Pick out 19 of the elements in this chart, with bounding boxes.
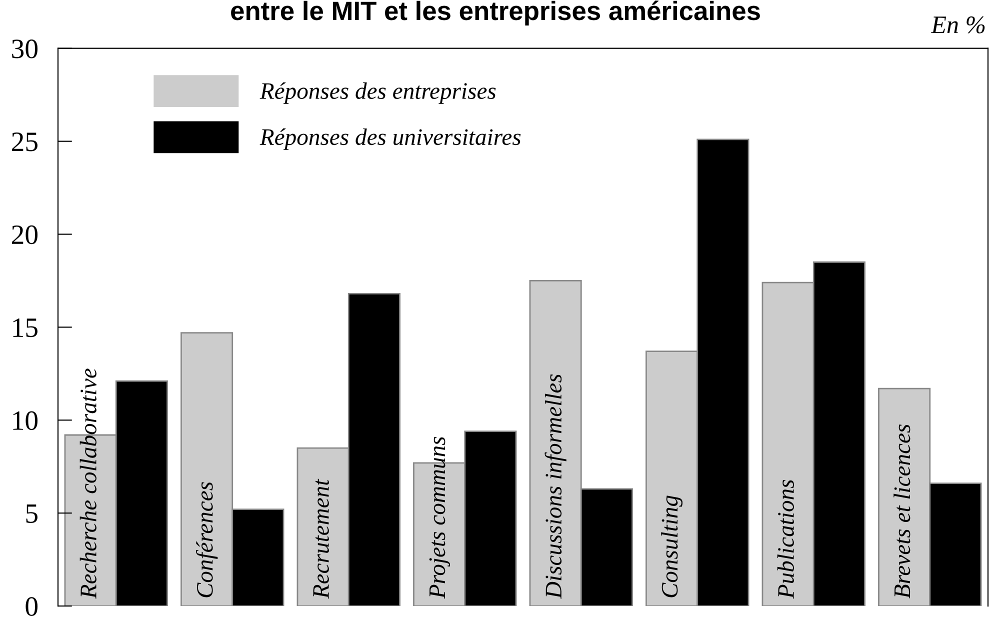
- y-tick-label: 10: [13, 411, 38, 430]
- x-tick-label: Projets communs: [429, 436, 450, 599]
- y-tick-label: 15: [13, 318, 38, 338]
- x-tick-label: Discussions informelles: [544, 374, 566, 599]
- y-tick-label: 20: [12, 225, 38, 244]
- y-tick-label: 5: [26, 504, 38, 523]
- x-tick-label: Recrutement: [313, 478, 330, 599]
- x-tick-label: Conférences: [196, 482, 218, 598]
- legend-label: Réponses des entreprises: [260, 82, 496, 104]
- legend-label: Réponses des universitaires: [260, 128, 521, 150]
- chart-title: entre le MIT et les entreprises américaines: [231, 0, 760, 26]
- x-tick-label: Recherche collaborative: [80, 368, 96, 599]
- y-tick-label: 25: [12, 132, 38, 152]
- text: En %: [930, 16, 985, 34]
- y-tick-label: 0: [26, 597, 38, 616]
- y-tick-label: 30: [12, 40, 38, 58]
- x-tick-label: Consulting: [661, 496, 683, 598]
- x-tick-label: Publications: [777, 480, 794, 599]
- x-tick-label: Brevets et licences: [894, 424, 910, 598]
